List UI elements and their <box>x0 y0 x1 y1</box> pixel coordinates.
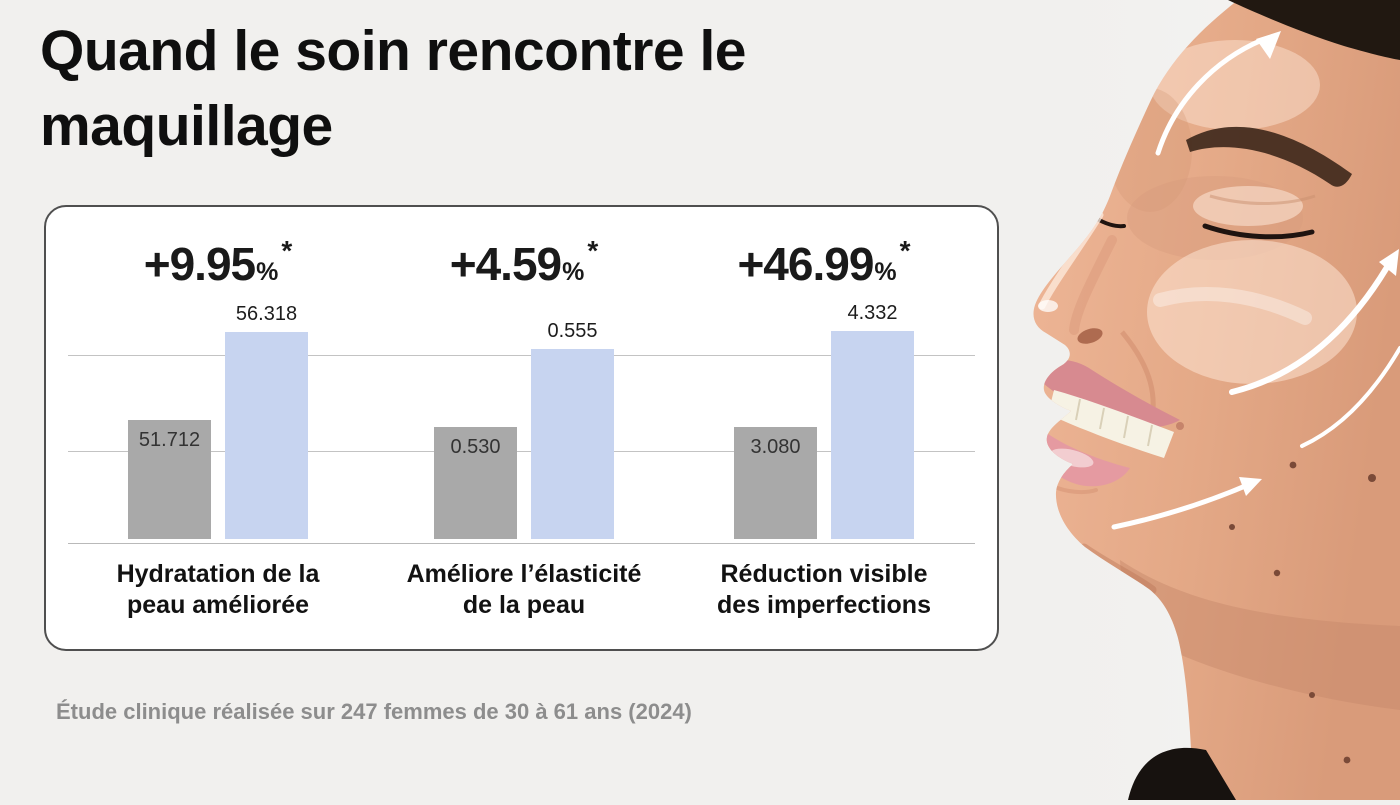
delta-headline: +9.95%* <box>68 235 368 291</box>
delta-headline: +4.59%* <box>374 235 674 291</box>
neck-shadow <box>1120 560 1400 710</box>
gridline <box>68 451 975 452</box>
delta-headline: +46.99%* <box>674 235 974 291</box>
lift-arrow-jaw-icon <box>1111 477 1262 530</box>
percent-sign: % <box>256 258 279 286</box>
bar-value-label: 51.712 <box>138 429 201 451</box>
asterisk: * <box>587 235 599 266</box>
lift-arrow-cheek-icon <box>1229 249 1400 448</box>
bar-value-label: 4.332 <box>847 302 898 324</box>
bar-after: 0.555 <box>531 320 614 539</box>
face-skin <box>1033 0 1400 800</box>
nose-tip-gloss <box>1038 300 1058 312</box>
cheek-glow <box>1147 240 1357 384</box>
bar-after: 4.332 <box>831 302 914 539</box>
beauty-marks <box>1229 461 1376 764</box>
nose-side-shadow <box>1069 235 1117 335</box>
asterisk: * <box>281 235 293 266</box>
bar-before: 3.080 <box>734 427 817 539</box>
clinical-results-chart-panel: +9.95%* 51.712 56.318 Hydratation de la … <box>44 205 999 651</box>
bar-value-label: 0.555 <box>547 320 598 342</box>
lift-arrow-forehead-icon <box>1155 31 1281 156</box>
stat-group-elasticity: +4.59%* 0.530 0.555 Améliore l’élasticit… <box>374 207 674 649</box>
hair <box>1228 0 1400 60</box>
bar-value-label: 0.530 <box>450 436 501 458</box>
mouth-corner <box>1176 422 1184 430</box>
category-label-line2: peau améliorée <box>126 590 310 619</box>
page-title-line2: maquillage <box>40 94 333 159</box>
stat-group-hydration: +9.95%* 51.712 56.318 Hydratation de la … <box>68 207 368 649</box>
eyebrow <box>1186 126 1352 187</box>
category-label-line1: Réduction visible <box>720 560 928 588</box>
clinical-study-note: Étude clinique réalisée sur 247 femmes d… <box>56 699 692 724</box>
category-label: Réduction visible des imperfections <box>664 559 984 620</box>
page-title: Quand le soin rencontre le maquillage <box>40 14 1000 164</box>
bar-pair: 3.080 4.332 <box>734 302 914 539</box>
woman-profile-photo <box>1000 0 1400 800</box>
bar-value-label: 3.080 <box>750 436 801 458</box>
category-label: Améliore l’élasticité de la peau <box>364 559 684 620</box>
category-label-line1: Améliore l’élasticité <box>406 560 642 588</box>
teeth-gaps <box>1075 398 1153 447</box>
eyelid-crease <box>1209 194 1316 205</box>
category-label-line1: Hydratation de la <box>116 560 320 588</box>
bar-after: 56.318 <box>225 303 308 539</box>
category-label-line2: de la peau <box>462 590 586 619</box>
clothing <box>1128 747 1236 800</box>
woman-face-illustration <box>1000 0 1400 800</box>
delta-value: +46.99 <box>737 238 874 290</box>
forehead-highlight <box>1150 40 1320 130</box>
percent-sign: % <box>562 258 585 286</box>
delta-value: +9.95 <box>143 238 256 290</box>
percent-sign: % <box>874 258 897 286</box>
bar-pair: 0.530 0.555 <box>434 320 614 539</box>
nostril <box>1077 328 1103 344</box>
bar-pair: 51.712 56.318 <box>128 303 308 539</box>
asterisk: * <box>899 235 911 266</box>
bar-value-label: 56.318 <box>235 303 298 325</box>
cheek-gloss <box>1153 287 1312 325</box>
eyelid-highlight <box>1193 186 1303 226</box>
category-label: Hydratation de la peau améliorée <box>58 559 378 620</box>
chart-baseline <box>68 543 975 544</box>
closed-eye-lashes <box>1202 223 1315 240</box>
category-label-line2: des imperfections <box>717 590 931 619</box>
teeth <box>1048 390 1174 458</box>
page-title-line1: Quand le soin rencontre le <box>40 19 747 83</box>
gridline <box>68 355 975 356</box>
bar-before: 0.530 <box>434 427 517 539</box>
bar-before: 51.712 <box>128 420 211 539</box>
upper-lip <box>1038 359 1180 428</box>
delta-value: +4.59 <box>449 238 562 290</box>
stat-group-imperfections: +46.99%* 3.080 4.332 Réduction visible d… <box>674 207 974 649</box>
